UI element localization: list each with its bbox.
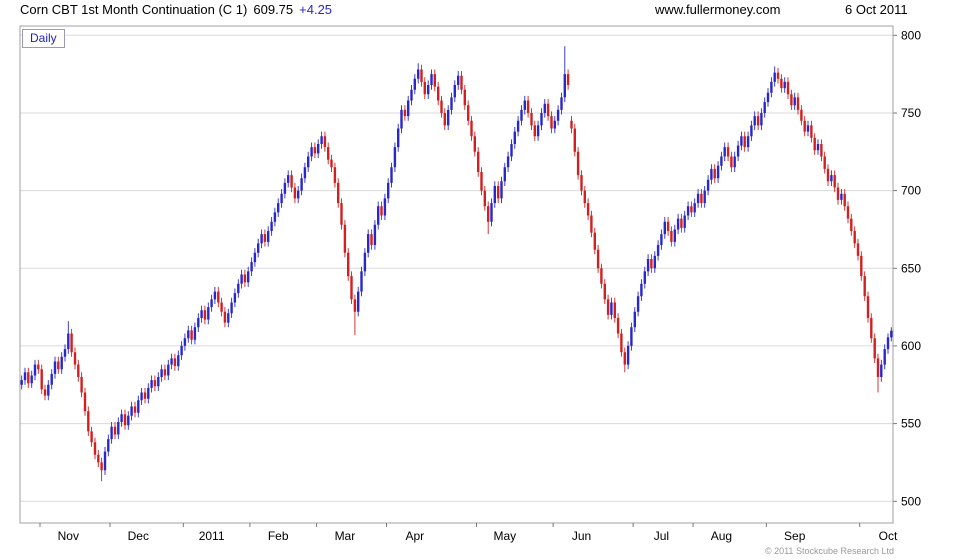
y-axis-label: 700: [901, 184, 921, 198]
x-axis-label: Jul: [654, 529, 669, 543]
y-axis-label: 600: [901, 339, 921, 353]
x-axis-label: Apr: [405, 529, 424, 543]
copyright-notice: © 2011 Stockcube Research Ltd: [764, 546, 894, 556]
up-candle-bodies: [20, 69, 893, 471]
x-axis-label: Mar: [335, 529, 356, 543]
x-axis-label: Oct: [879, 529, 898, 543]
chart-date: 6 Oct 2011: [845, 2, 908, 17]
x-axis-label: May: [493, 529, 516, 543]
x-axis-label: Feb: [268, 529, 289, 543]
plot-border: [19, 25, 894, 524]
last-price: 609.75: [253, 2, 294, 17]
x-axis-label: Jun: [572, 529, 591, 543]
x-axis-label: Dec: [128, 529, 149, 543]
x-axis-label: Nov: [58, 529, 79, 543]
y-axis-label: 650: [901, 261, 921, 275]
y-axis-label: 550: [901, 417, 921, 431]
interval-label: Daily: [22, 29, 65, 48]
x-axis-label: 2011: [199, 529, 225, 543]
y-axis-label: 500: [901, 494, 921, 508]
instrument-name: Corn CBT 1st Month Continuation (C 1): [20, 2, 248, 17]
chart-title: Corn CBT 1st Month Continuation (C 1) 609…: [20, 2, 332, 17]
x-axis-label: Sep: [784, 529, 806, 543]
x-axis-label: Aug: [711, 529, 732, 543]
down-candle-bodies: [27, 69, 880, 471]
up-candle-wicks: [21, 46, 892, 475]
y-axis-label: 800: [901, 28, 921, 42]
website-link[interactable]: www.fullermoney.com: [655, 2, 781, 17]
y-axis-label: 750: [901, 106, 921, 120]
price-change: +4.25: [299, 2, 333, 17]
